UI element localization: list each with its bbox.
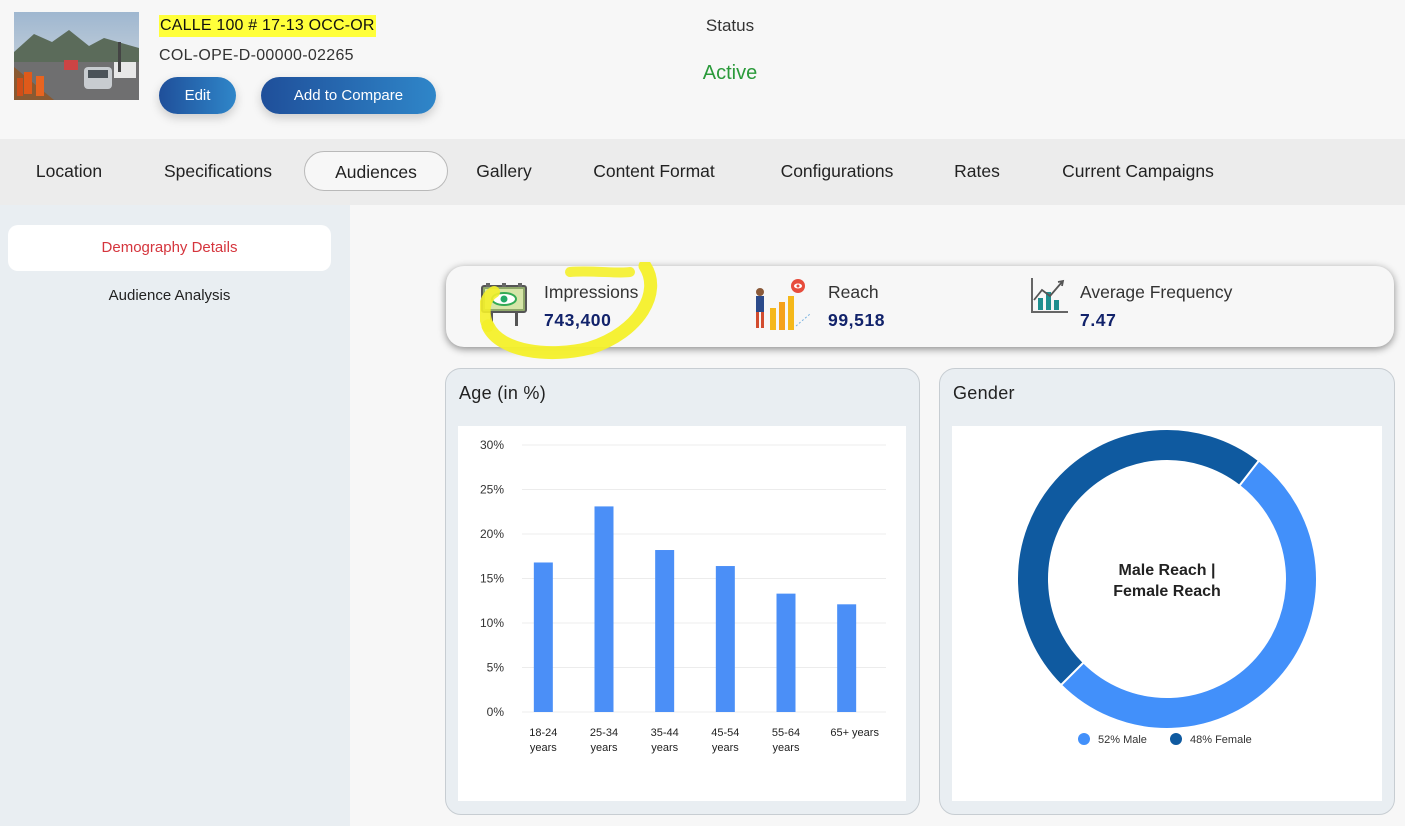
- bar-chart-icon: [1028, 276, 1088, 332]
- gender-slice[interactable]: [1059, 459, 1318, 730]
- age-x-tick-label: 65+ years: [830, 727, 879, 739]
- age-x-tick-label: years: [591, 742, 618, 754]
- age-bar[interactable]: [776, 593, 796, 712]
- age-bar[interactable]: [655, 550, 675, 712]
- age-card-title: Age (in %): [459, 383, 547, 403]
- tab-gallery[interactable]: Gallery: [476, 161, 532, 181]
- age-x-tick-label: years: [530, 742, 557, 754]
- site-title: CALLE 100 # 17-13 OCC-OR: [159, 15, 376, 37]
- tab-current-campaigns[interactable]: Current Campaigns: [1062, 161, 1214, 181]
- status-label: Status: [705, 16, 755, 35]
- age-x-tick-label: 35-44: [651, 727, 679, 739]
- tab-rates[interactable]: Rates: [954, 161, 1000, 181]
- sidebar: Demography Details Audience Analysis: [0, 205, 350, 826]
- average-frequency-value: 7.47: [1080, 310, 1117, 330]
- site-code: COL-OPE-D-00000-02265: [159, 47, 354, 64]
- billboard-eye-icon: [476, 278, 536, 334]
- gender-legend-swatch: [1170, 733, 1182, 745]
- add-to-compare-button[interactable]: Add to Compare: [261, 77, 436, 114]
- age-y-tick-label: 25%: [480, 483, 504, 497]
- age-x-tick-label: years: [651, 742, 678, 754]
- gender-donut-chart: Male Reach | Female Reach 52% Male 48% Fema…: [1016, 428, 1318, 746]
- gender-center-label: Male Reach |: [1119, 562, 1216, 579]
- gender-legend-label: 52% Male: [1098, 734, 1147, 746]
- site-header: CALLE 100 # 17-13 OCC-OR COL-OPE-D-00000…: [0, 0, 1405, 139]
- age-card: Age (in %) 0% 5% 10% 15% 20% 25% 30% 18-24 years…: [445, 368, 920, 815]
- status-value: Active: [702, 62, 758, 84]
- age-y-tick-label: 20%: [480, 527, 504, 541]
- age-x-tick-label: years: [712, 742, 739, 754]
- tab-location[interactable]: Location: [35, 161, 103, 181]
- age-y-tick-label: 5%: [487, 661, 505, 675]
- sidebar-item-audience-analysis[interactable]: Audience Analysis: [108, 287, 231, 304]
- gender-legend-label: 48% Female: [1190, 734, 1252, 746]
- age-bar[interactable]: [837, 604, 857, 712]
- age-y-tick-label: 10%: [480, 616, 504, 630]
- gender-center-label: Female Reach: [1113, 583, 1221, 600]
- age-y-tick-label: 0%: [487, 705, 505, 719]
- impressions-value: 743,400: [544, 310, 612, 330]
- tab-content-format[interactable]: Content Format: [593, 161, 715, 181]
- reach-value: 99,518: [828, 310, 886, 330]
- age-x-tick-label: years: [773, 742, 800, 754]
- metrics-panel: Impressions 743,400 Reach 99,518: [446, 266, 1394, 347]
- age-bar[interactable]: [533, 562, 553, 712]
- age-x-tick-label: 25-34: [590, 727, 618, 739]
- gender-slice[interactable]: [1016, 428, 1261, 687]
- impressions-label: Impressions: [544, 282, 639, 302]
- age-x-tick-label: 18-24: [529, 727, 557, 739]
- site-thumbnail[interactable]: [14, 12, 139, 100]
- sidebar-item-demography-details[interactable]: Demography Details: [8, 225, 331, 271]
- gender-card-title: Gender: [953, 383, 1015, 403]
- tab-configurations[interactable]: Configurations: [780, 161, 894, 181]
- gender-chart-area: Male Reach | Female Reach 52% Male 48% Fema…: [952, 426, 1382, 801]
- age-chart-area: 0% 5% 10% 15% 20% 25% 30% 18-24 years 25-34 years 3…: [458, 426, 906, 801]
- age-bar[interactable]: [594, 506, 614, 712]
- age-x-tick-label: 45-54: [711, 727, 739, 739]
- edit-button[interactable]: Edit: [159, 77, 236, 114]
- reach-label: Reach: [828, 282, 879, 302]
- age-y-tick-label: 30%: [480, 438, 504, 452]
- age-bar[interactable]: [715, 566, 735, 712]
- age-x-tick-label: 55-64: [772, 727, 800, 739]
- age-y-tick-label: 15%: [480, 572, 504, 586]
- gender-card: Gender Male Reach | Female Reach 52% Male 4…: [939, 368, 1395, 815]
- reach-person-icon: [752, 278, 812, 334]
- tab-audiences[interactable]: Audiences: [304, 151, 448, 191]
- average-frequency-label: Average Frequency: [1080, 282, 1233, 302]
- age-bar-chart: 0% 5% 10% 15% 20% 25% 30% 18-24 years 25-34 years 3…: [480, 438, 886, 754]
- tab-specifications[interactable]: Specifications: [164, 161, 272, 181]
- tab-bar: Location Specifications Audiences Galler…: [0, 139, 1405, 205]
- gender-legend-swatch: [1078, 733, 1090, 745]
